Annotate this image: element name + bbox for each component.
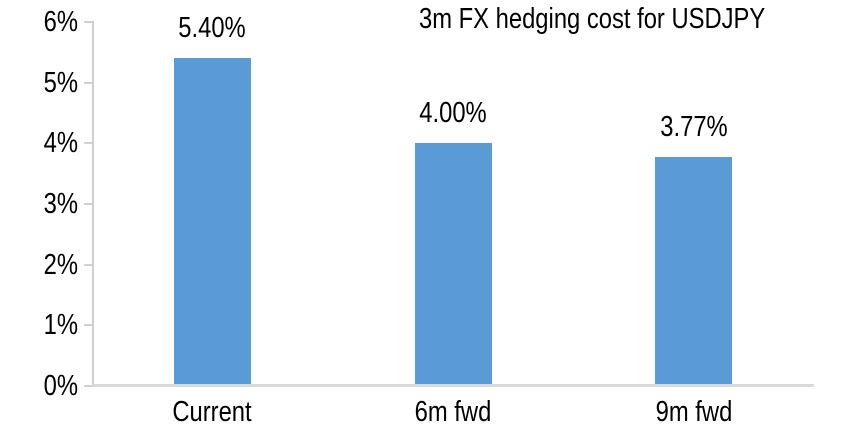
bar-9m-fwd <box>655 157 733 384</box>
data-label-current: 5.40% <box>178 12 247 45</box>
bar-6m-fwd <box>414 143 492 384</box>
y-tick-mark <box>84 142 92 145</box>
y-tick-label: 5% <box>43 66 78 99</box>
chart-title: 3m FX hedging cost for USDJPY <box>419 3 766 35</box>
y-tick-label: 3% <box>43 187 78 220</box>
y-tick-mark <box>84 202 92 205</box>
x-tick-label-current: Current <box>172 396 252 428</box>
y-tick-mark <box>84 385 92 387</box>
y-tick-mark <box>84 324 92 327</box>
y-tick-label: 1% <box>43 309 78 342</box>
x-tick-label-6m-fwd: 6m fwd <box>414 396 492 428</box>
y-tick-mark <box>84 20 92 23</box>
y-tick-mark <box>84 81 92 84</box>
y-axis-line <box>92 20 94 387</box>
x-axis-line <box>92 384 814 387</box>
data-label-6m-fwd: 4.00% <box>419 97 487 130</box>
y-tick-label: 6% <box>43 5 78 38</box>
y-tick-label: 4% <box>43 127 78 160</box>
y-tick-label: 2% <box>43 248 78 281</box>
y-tick-label: 0% <box>43 370 78 402</box>
data-label-9m-fwd: 3.77% <box>659 111 728 144</box>
bar-current <box>173 58 251 384</box>
y-tick-mark <box>84 263 92 266</box>
x-tick-label-9m-fwd: 9m fwd <box>655 396 732 428</box>
